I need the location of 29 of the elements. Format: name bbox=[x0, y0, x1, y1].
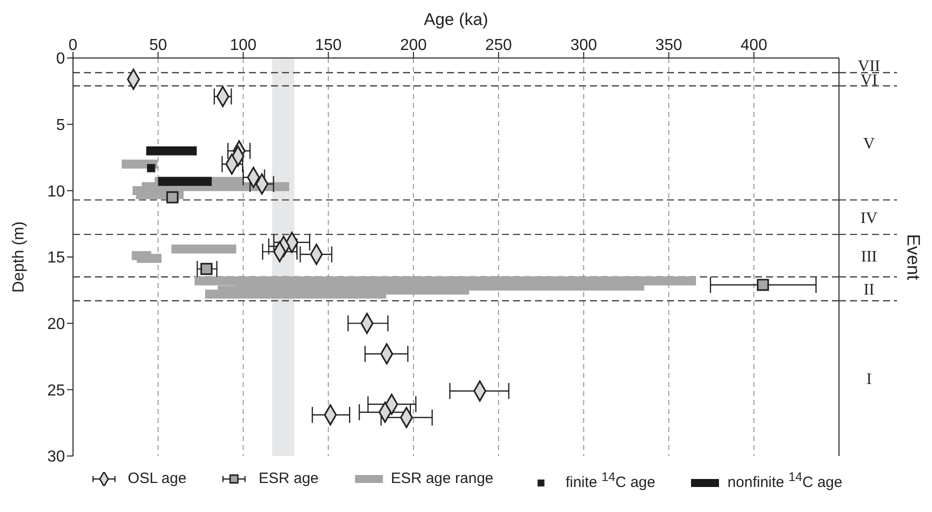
x-tick-label: 150 bbox=[314, 37, 342, 54]
y-tick-label: 20 bbox=[47, 316, 66, 334]
x-tick-label: 100 bbox=[230, 37, 257, 54]
y-tick-label: 0 bbox=[56, 50, 66, 68]
y-tick-label: 10 bbox=[47, 183, 66, 200]
y2-axis-title: Event bbox=[904, 234, 924, 280]
y-axis-title: Depth (m) bbox=[10, 221, 28, 293]
legend-label: nonfinite $^{14}$C age bbox=[728, 470, 842, 491]
x-tick-label: 250 bbox=[485, 37, 512, 54]
text: III bbox=[861, 248, 877, 266]
legend-label: OSL age bbox=[128, 470, 186, 487]
x-tick-label: 200 bbox=[400, 37, 427, 54]
x-tick-label: 300 bbox=[570, 37, 598, 54]
legend-label: finite $^{14}$C age bbox=[566, 470, 656, 491]
legend-label: ESR age bbox=[258, 470, 319, 487]
legend-label: ESR age range bbox=[390, 470, 494, 487]
y-tick-label: 15 bbox=[47, 250, 66, 267]
text: V bbox=[863, 136, 876, 153]
y-tick-label: 30 bbox=[47, 448, 66, 466]
y-tick-label: 25 bbox=[47, 382, 66, 400]
x-tick-label: 50 bbox=[149, 37, 168, 54]
x-tick-label: 0 bbox=[68, 37, 78, 54]
text: II bbox=[864, 281, 874, 298]
text: IV bbox=[860, 210, 878, 227]
y-tick-label: 5 bbox=[56, 117, 66, 134]
text: I bbox=[866, 370, 872, 388]
x-tick-label: 400 bbox=[740, 37, 768, 54]
x-axis-title: Age (ka) bbox=[424, 10, 488, 30]
x-tick-label: 350 bbox=[655, 37, 682, 54]
